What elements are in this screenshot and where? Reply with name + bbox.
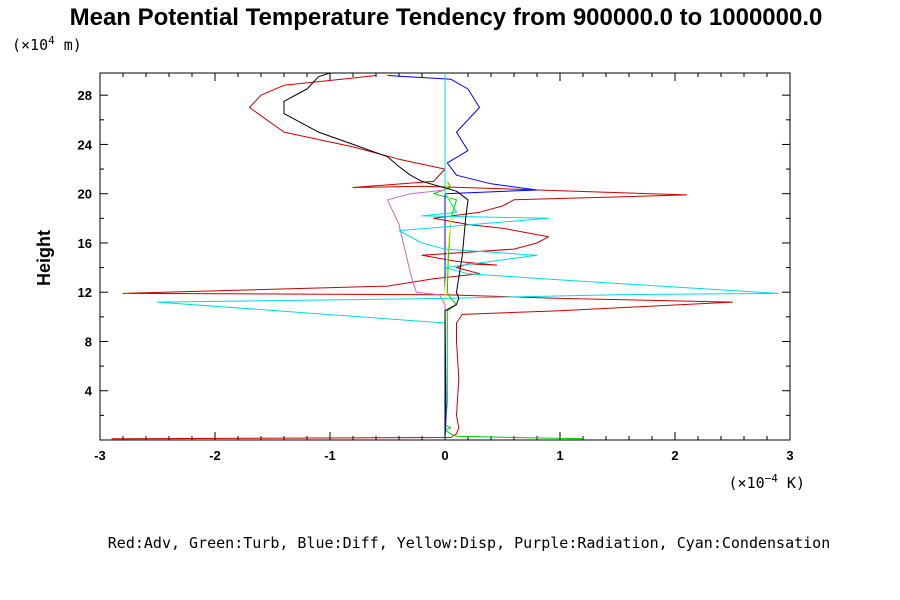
y-tick-label: 28: [78, 88, 92, 103]
y-tick-label: 12: [78, 285, 92, 300]
y-unit-suffix: m): [55, 36, 82, 54]
y-unit-exponent: 4: [48, 34, 55, 47]
y-unit-prefix: (×10: [12, 36, 48, 54]
x-tick-labels: -3 -2 -1 0 1 2 3: [94, 448, 793, 463]
series-line-0: [111, 75, 733, 440]
y-tick-labels: 4 8 12 16 20 24 28: [78, 88, 93, 399]
series-line-5: [157, 73, 779, 439]
y-tick-label: 20: [78, 187, 92, 202]
chart-title: Mean Potential Temperature Tendency from…: [70, 4, 823, 31]
x-tick-label: -2: [209, 448, 221, 463]
x-unit-prefix: (×10: [729, 474, 765, 492]
y-ticks: [100, 94, 790, 416]
x-unit-suffix: K): [778, 474, 805, 492]
series-line-1: [433, 181, 584, 440]
x-tick-label: 1: [556, 448, 563, 463]
y-tick-label: 16: [78, 236, 92, 251]
series-line-6: [283, 72, 469, 439]
series-line-4: [387, 189, 446, 439]
x-tick-label: -1: [324, 448, 336, 463]
x-tick-label: -3: [94, 448, 106, 463]
x-unit-label: (×10−4 K): [729, 472, 805, 492]
x-tick-label: 2: [671, 448, 678, 463]
x-tick-label: 0: [441, 448, 448, 463]
y-tick-label: 24: [78, 137, 93, 152]
y-tick-label: 8: [85, 334, 92, 349]
legend-text: Red:Adv, Green:Turb, Blue:Diff, Yellow:D…: [108, 534, 830, 552]
y-unit-label: (×104 m): [12, 34, 82, 54]
x-ticks: [99, 73, 791, 440]
series-lines: [111, 72, 779, 440]
x-tick-label: 3: [786, 448, 793, 463]
y-tick-label: 4: [85, 384, 93, 399]
y-axis-title: Height: [34, 230, 54, 286]
x-unit-exponent: −4: [765, 472, 779, 485]
